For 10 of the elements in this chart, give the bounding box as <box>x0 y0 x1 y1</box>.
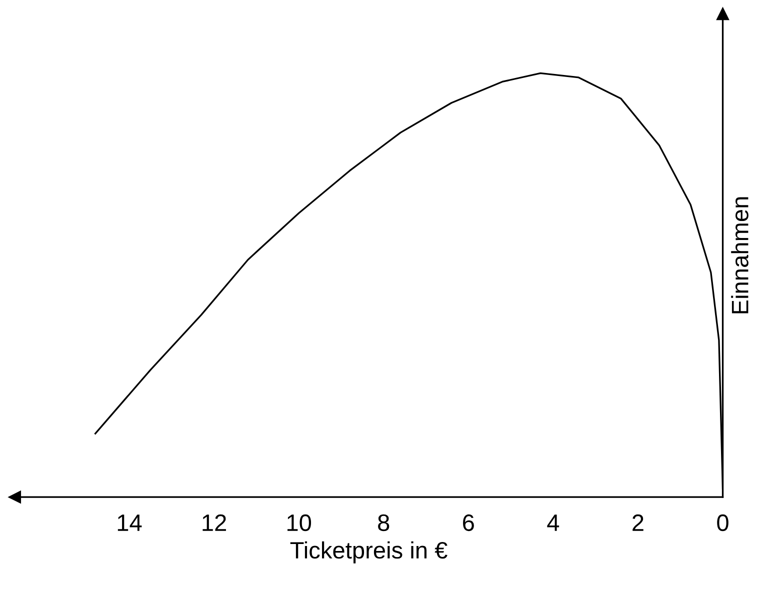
x-tick-label: 8 <box>378 514 390 532</box>
x-axis-title: Ticketpreis in € <box>290 541 448 564</box>
x-tick-label: 10 <box>287 514 312 532</box>
y-axis-title: Einnahmen <box>731 197 748 314</box>
x-tick-label: 0 <box>717 514 728 532</box>
x-tick-label: 2 <box>632 514 644 531</box>
x-tick-label: 6 <box>463 514 474 532</box>
x-tick-label: 12 <box>202 514 226 531</box>
x-tick-label: 4 <box>547 514 560 531</box>
x-tick-label: 14 <box>118 514 142 531</box>
